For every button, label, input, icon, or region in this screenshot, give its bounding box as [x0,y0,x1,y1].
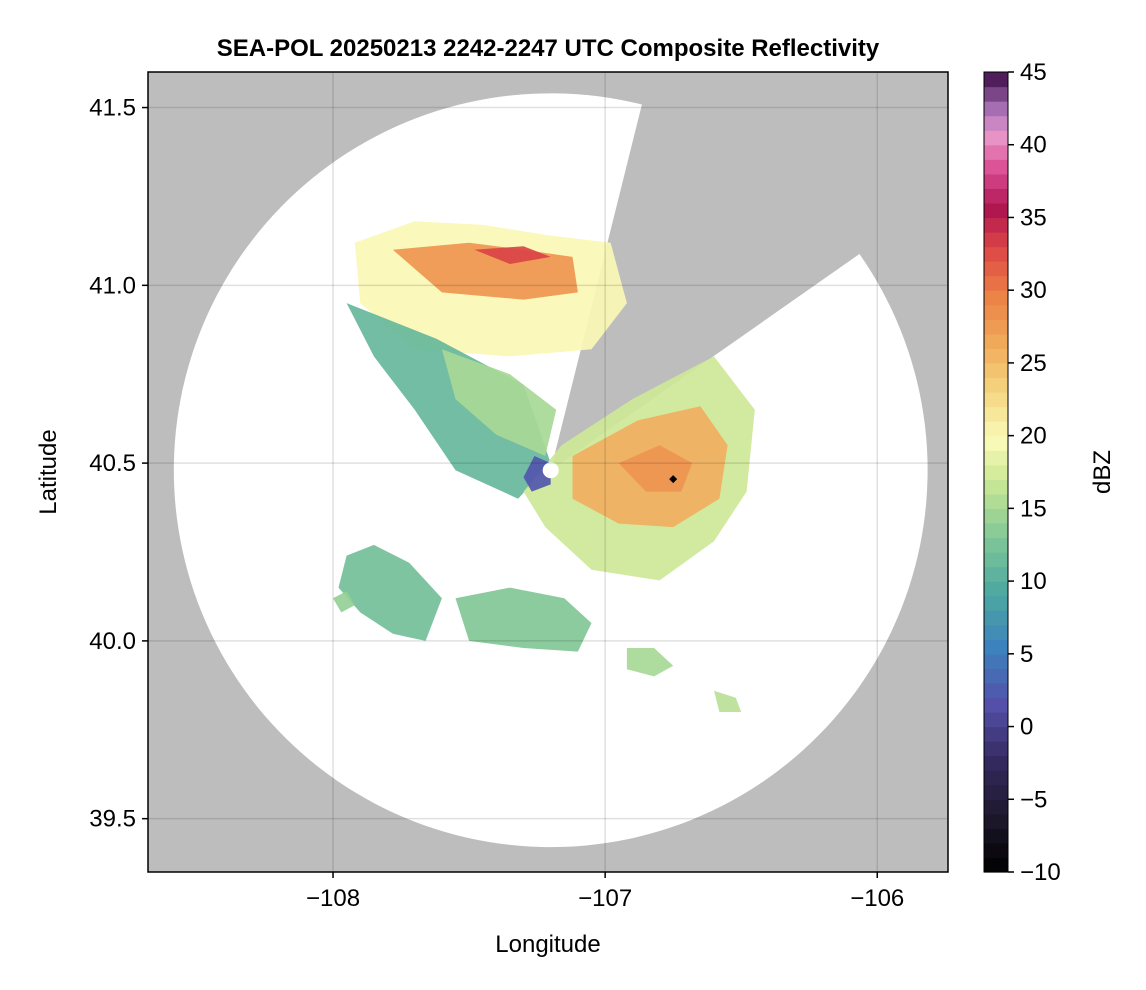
grid [148,72,948,872]
colorbar-segment [984,173,1008,189]
colorbar-segment [984,493,1008,509]
echo-western-stratiform [346,303,551,499]
colorbar-segment [984,755,1008,771]
plot-frame [147,71,949,873]
colorbar-segment [984,159,1008,175]
echo-southwest-cell [338,544,442,641]
colorbar-segment [984,377,1008,393]
colorbar-tick-label: 40 [1020,132,1047,159]
colorbar-segment [984,668,1008,684]
colorbar-segment [984,653,1008,669]
colorbar-segment [984,421,1008,437]
colorbar-segment [984,144,1008,160]
colorbar: −10 −5 0 5 10 15 20 25 30 35 40 45 [983,59,1061,886]
colorbar-segment [984,188,1008,204]
colorbar-segment [984,624,1008,640]
colorbar-label: dBZ [1089,450,1116,494]
colorbar-segment [984,450,1008,466]
colorbar-segment [984,741,1008,757]
colorbar-tick-label: 20 [1020,423,1047,450]
colorbar-segment [984,784,1008,800]
colorbar-segment [984,202,1008,219]
echo-southwest-fragment [333,591,355,613]
y-tick-label: 39.5 [89,806,136,833]
colorbar-tick-label: 30 [1020,277,1047,304]
colorbar-segment [984,842,1008,859]
location-marker [669,475,678,484]
colorbar-segment [984,712,1008,728]
colorbar-tick-label: 0 [1020,714,1033,741]
colorbar-tick-label: 15 [1020,495,1047,522]
colorbar-segment [984,72,1008,88]
colorbar-segment [984,130,1008,146]
colorbar-tick-label: −10 [1020,859,1061,886]
colorbar-tick-label: −5 [1020,786,1047,813]
x-tick-label: −107 [578,885,632,912]
colorbar-segment [984,581,1008,597]
colorbar-segment [984,799,1008,815]
colorbar-segment [984,217,1008,233]
colorbar-tick-label: 5 [1020,641,1033,668]
colorbar-segment [984,595,1008,611]
y-tick-label: 41.0 [89,272,136,299]
colorbar-segment [984,537,1008,553]
colorbar-segment [984,726,1008,742]
colorbar-segment [984,552,1008,568]
colorbar-segment [984,610,1008,626]
chart-title: SEA-POL 20250213 2242-2247 UTC Composite… [217,35,880,62]
x-tick-label: −106 [850,885,904,912]
colorbar-tick-label: 45 [1020,59,1047,86]
echo-southeast-cell [626,648,674,677]
colorbar-segment [984,479,1008,495]
y-tick-label: 40.0 [89,628,136,655]
colorbar-segment [984,304,1008,320]
colorbar-segment [984,682,1008,699]
colorbar-segment [984,566,1008,582]
colorbar-segment [984,392,1008,408]
echo-near-radar-ring [523,456,551,492]
colorbar-segment [984,697,1008,713]
colorbar-segment [984,828,1008,844]
x-axis: −108 −107 −106 [306,872,904,912]
echo-south-cell [455,587,592,652]
colorbar-segment [984,813,1008,829]
radar-site [542,462,559,479]
colorbar-segment [984,319,1008,335]
x-axis-label: Longitude [495,931,600,958]
colorbar-segment [984,857,1008,873]
colorbar-tick-label: 35 [1020,204,1047,231]
colorbar-segment [984,246,1008,262]
colorbar-segment [984,508,1008,524]
y-tick-label: 41.5 [89,95,136,122]
x-tick-label: −108 [306,885,360,912]
y-axis-label: Latitude [35,429,62,514]
colorbar-tick-label: 25 [1020,350,1047,377]
colorbar-segment [984,639,1008,655]
echo-central-transition [441,349,557,456]
colorbar-segment [984,435,1008,451]
y-tick-label: 40.5 [89,450,136,477]
colorbar-segment [984,290,1008,306]
y-axis: 39.5 40.0 40.5 41.0 41.5 [89,95,148,833]
echo-northern-max [474,246,551,264]
colorbar-segment [984,348,1008,364]
plot-area [148,72,948,872]
echo-far-southeast-cell [714,690,742,712]
colorbar-segment [984,333,1008,349]
colorbar-segment [984,261,1008,277]
colorbar-segment [984,770,1008,786]
colorbar-tick-label: 10 [1020,568,1047,595]
colorbar-segment [984,406,1008,422]
colorbar-segment [984,522,1008,539]
colorbar-segment [984,232,1008,248]
colorbar-segment [984,362,1008,379]
colorbar-frame [983,71,1009,873]
colorbar-segment [984,275,1008,291]
colorbar-segment [984,464,1008,480]
colorbar-segment [984,86,1008,102]
colorbar-segment [984,101,1008,117]
colorbar-segment [984,115,1008,131]
